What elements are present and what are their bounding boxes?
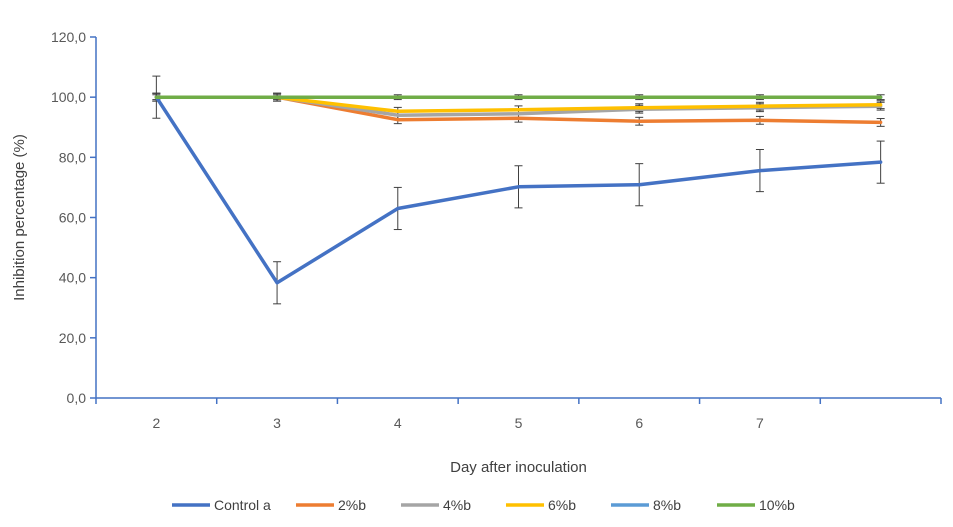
legend-item: 6%b <box>506 497 576 513</box>
legend-item: 2%b <box>296 497 366 513</box>
x-tick-label: 6 <box>635 415 643 431</box>
y-tick-label: 40,0 <box>59 270 86 286</box>
y-tick-label: 0,0 <box>67 390 87 406</box>
legend-label: 2%b <box>338 497 366 513</box>
x-axis: 2 3 4 5 6 7 <box>95 397 942 431</box>
x-tick-label: 3 <box>273 415 281 431</box>
y-axis: 0,0 20,0 40,0 60,0 80,0 100,0 120,0 <box>51 29 97 406</box>
y-tick-label: 120,0 <box>51 29 86 45</box>
legend: Control a 2%b 4%b 6%b 8%b 10%b <box>172 497 795 513</box>
x-axis-title: Day after inoculation <box>450 459 587 476</box>
legend-label: 4%b <box>443 497 471 513</box>
y-tick-label: 80,0 <box>59 149 86 165</box>
y-tick-label: 60,0 <box>59 210 86 226</box>
x-tick-label: 4 <box>394 415 402 431</box>
legend-item: 4%b <box>401 497 471 513</box>
legend-item: Control a <box>172 497 271 513</box>
legend-label: Control a <box>214 497 271 513</box>
y-axis-title: Inhibition percentage (%) <box>11 134 28 301</box>
legend-label: 8%b <box>653 497 681 513</box>
legend-item: 8%b <box>611 497 681 513</box>
legend-label: 10%b <box>759 497 795 513</box>
legend-label: 6%b <box>548 497 576 513</box>
series-lines <box>154 95 883 285</box>
x-tick-label: 5 <box>515 415 523 431</box>
y-tick-label: 100,0 <box>51 89 86 105</box>
x-tick-label: 2 <box>152 415 160 431</box>
legend-item: 10%b <box>717 497 795 513</box>
x-tick-label: 7 <box>756 415 764 431</box>
y-tick-label: 20,0 <box>59 330 86 346</box>
series-line-control <box>154 95 883 285</box>
